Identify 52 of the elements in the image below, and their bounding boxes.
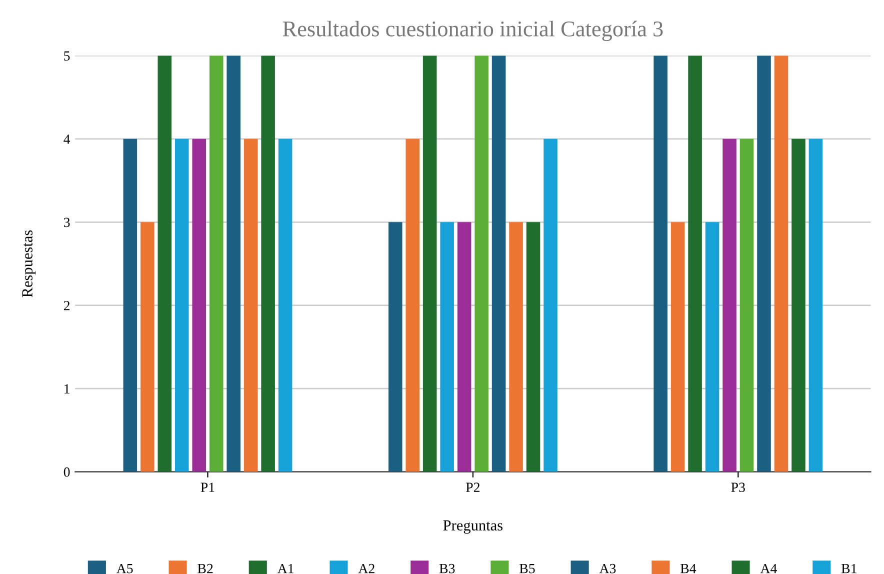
legend-label: B2 (198, 564, 213, 574)
bar (654, 56, 668, 472)
legend-label: B5 (520, 564, 535, 574)
y-tick-label: 5 (64, 51, 70, 61)
bar (140, 222, 154, 472)
bar (226, 56, 240, 472)
bar (244, 138, 258, 472)
legend-label: A3 (599, 564, 616, 574)
legend-label: B1 (841, 564, 856, 574)
bar (509, 222, 523, 472)
bar (278, 138, 292, 472)
bar (526, 222, 540, 472)
bar (492, 56, 506, 472)
bar (457, 222, 472, 472)
bar (123, 138, 138, 472)
y-tick-label: 1 (64, 384, 70, 394)
bar (808, 138, 823, 472)
bar (774, 56, 788, 472)
x-tick-label: P2 (466, 482, 480, 492)
x-tick-label: P3 (731, 482, 745, 492)
bar (158, 56, 172, 472)
x-tick-label: P1 (200, 482, 214, 492)
bar (440, 222, 454, 472)
y-axis-title: Respuestas (22, 230, 36, 298)
legend-label: A5 (116, 564, 133, 574)
bar (209, 56, 224, 472)
legend-label: A1 (277, 564, 294, 574)
bar (261, 56, 275, 472)
bar (544, 138, 558, 472)
legend-label: A2 (358, 564, 374, 574)
y-tick-label: 0 (64, 467, 70, 477)
bar (406, 138, 420, 472)
bar (688, 56, 702, 472)
bar (722, 138, 736, 472)
bar (474, 56, 488, 472)
legend-label: B4 (680, 564, 696, 574)
bar (192, 138, 206, 472)
bar (670, 222, 685, 472)
y-tick-label: 3 (64, 218, 70, 228)
legend-label: A4 (760, 564, 777, 574)
bar (757, 56, 771, 472)
x-axis-title: Preguntas (443, 520, 503, 534)
bar (388, 222, 402, 472)
bar (705, 222, 720, 472)
chart-title: Resultados cuestionario inicial Categoría 3 (282, 20, 663, 42)
bar (422, 56, 437, 472)
bar (740, 138, 754, 472)
y-tick-label: 2 (64, 300, 70, 310)
bar (174, 138, 189, 472)
legend-label: B3 (439, 564, 455, 574)
bar (792, 138, 806, 472)
y-tick-label: 4 (64, 134, 70, 144)
